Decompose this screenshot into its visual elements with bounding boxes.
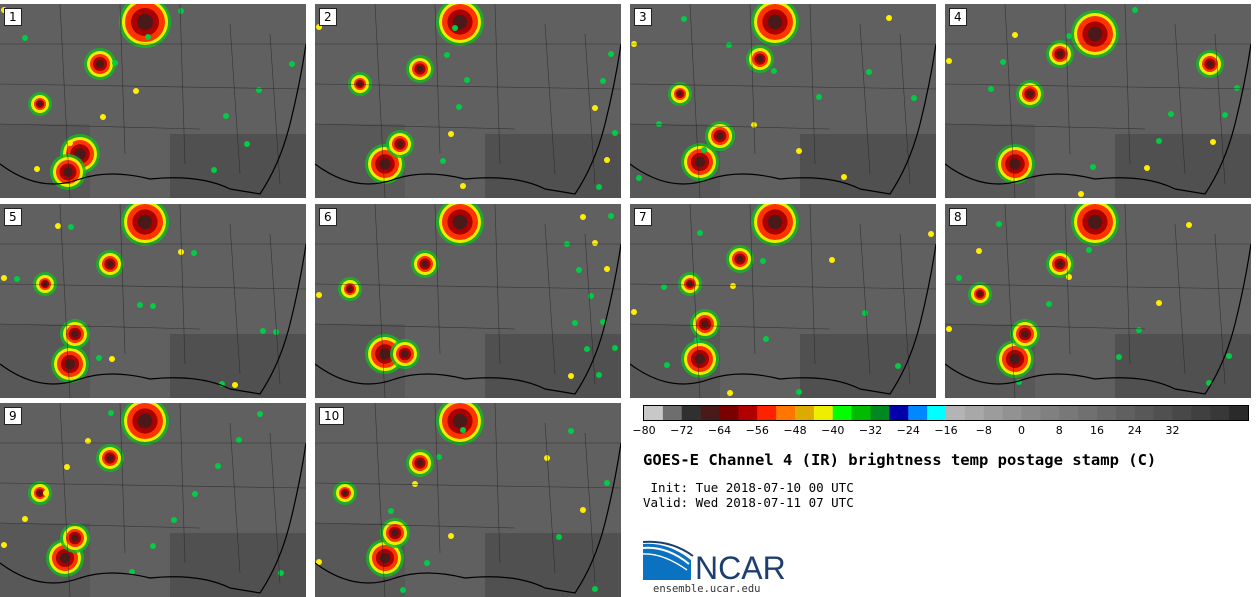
colorbar-tick-label: 24: [1127, 424, 1142, 437]
colorbar-swatch: [662, 406, 683, 420]
colorbar-swatch: [700, 406, 720, 420]
colorbar-swatch: [757, 406, 777, 420]
colorbar-swatch: [889, 406, 909, 420]
colorbar-swatch: [832, 406, 853, 420]
colorbar-swatch: [1040, 406, 1060, 420]
colorbar-tick-label: −72: [670, 424, 694, 437]
init-time: Init: Tue 2018-07-10 00 UTC: [643, 480, 854, 495]
colorbar-swatch: [1172, 406, 1192, 420]
panel-5: 5: [0, 204, 306, 398]
ncar-logo-swoosh-icon: [643, 543, 691, 580]
valid-time: Valid: Wed 2018-07-11 07 UTC: [643, 495, 854, 510]
colorbar-swatch: [1059, 406, 1079, 420]
colorbar-tick-label: −40: [821, 424, 845, 437]
ncar-logo: NCAR: [643, 540, 786, 584]
colorbar: [643, 405, 1249, 421]
panel-number: 5: [4, 208, 22, 226]
panel-6: 6: [315, 204, 621, 398]
colorbar-tick-label: −8: [975, 424, 992, 437]
panel-number: 10: [319, 407, 345, 425]
panel-10: 10: [315, 403, 621, 597]
panel-3: 3: [630, 4, 936, 198]
colorbar-tick-label: −24: [896, 424, 920, 437]
colorbar-swatch: [1191, 406, 1211, 420]
colorbar-swatch: [644, 406, 664, 420]
panel-number: 7: [634, 208, 652, 226]
panel-4: 4: [945, 4, 1251, 198]
colorbar-swatch: [813, 406, 834, 420]
panel-number: 1: [4, 8, 22, 26]
colorbar-swatch: [1210, 406, 1230, 420]
colorbar-swatch: [719, 406, 739, 420]
colorbar-swatch: [870, 406, 890, 420]
chart-title: GOES-E Channel 4 (IR) brightness temp po…: [643, 451, 1157, 469]
colorbar-swatch: [1002, 406, 1022, 420]
colorbar-swatch: [1134, 406, 1155, 420]
colorbar-swatch: [946, 406, 966, 420]
colorbar-tick-label: 16: [1090, 424, 1104, 437]
logo-text: NCAR: [695, 550, 786, 584]
panel-1: 1: [0, 4, 306, 198]
colorbar-swatch: [681, 406, 702, 420]
panel-number: 6: [319, 208, 337, 226]
logo-url: ensemble.ucar.edu: [653, 583, 761, 595]
colorbar-tick-label: 8: [1055, 424, 1063, 437]
colorbar-swatch: [964, 406, 985, 420]
colorbar-swatch: [1115, 406, 1136, 420]
panel-number: 2: [319, 8, 337, 26]
panel-9: 9: [0, 403, 306, 597]
colorbar-swatch: [738, 406, 758, 420]
colorbar-swatch: [983, 406, 1004, 420]
colorbar-swatch: [851, 406, 871, 420]
panel-7: 7: [630, 204, 936, 398]
colorbar-swatch: [1153, 406, 1173, 420]
colorbar-swatch: [1078, 406, 1098, 420]
colorbar-swatch: [1229, 406, 1249, 420]
panel-number: 4: [949, 8, 967, 26]
colorbar-swatch: [927, 406, 947, 420]
panel-number: 9: [4, 407, 22, 425]
panel-number: 8: [949, 208, 967, 226]
panel-8: 8: [945, 204, 1251, 398]
colorbar-tick-label: −16: [934, 424, 958, 437]
colorbar-tick-label: −56: [745, 424, 769, 437]
colorbar-tick-label: 32: [1165, 424, 1180, 437]
colorbar-tick-label: −80: [632, 424, 656, 437]
colorbar-swatch: [1097, 406, 1117, 420]
colorbar-tick-label: 0: [1018, 424, 1025, 437]
panel-2: 2: [315, 4, 621, 198]
panel-number: 3: [634, 8, 652, 26]
colorbar-tick-label: −48: [783, 424, 807, 437]
colorbar-swatch: [795, 406, 815, 420]
colorbar-swatch: [776, 406, 796, 420]
colorbar-tick-label: −32: [858, 424, 883, 437]
colorbar-tick-label: −64: [707, 424, 732, 437]
colorbar-swatch: [908, 406, 928, 420]
colorbar-swatch: [1021, 406, 1041, 420]
